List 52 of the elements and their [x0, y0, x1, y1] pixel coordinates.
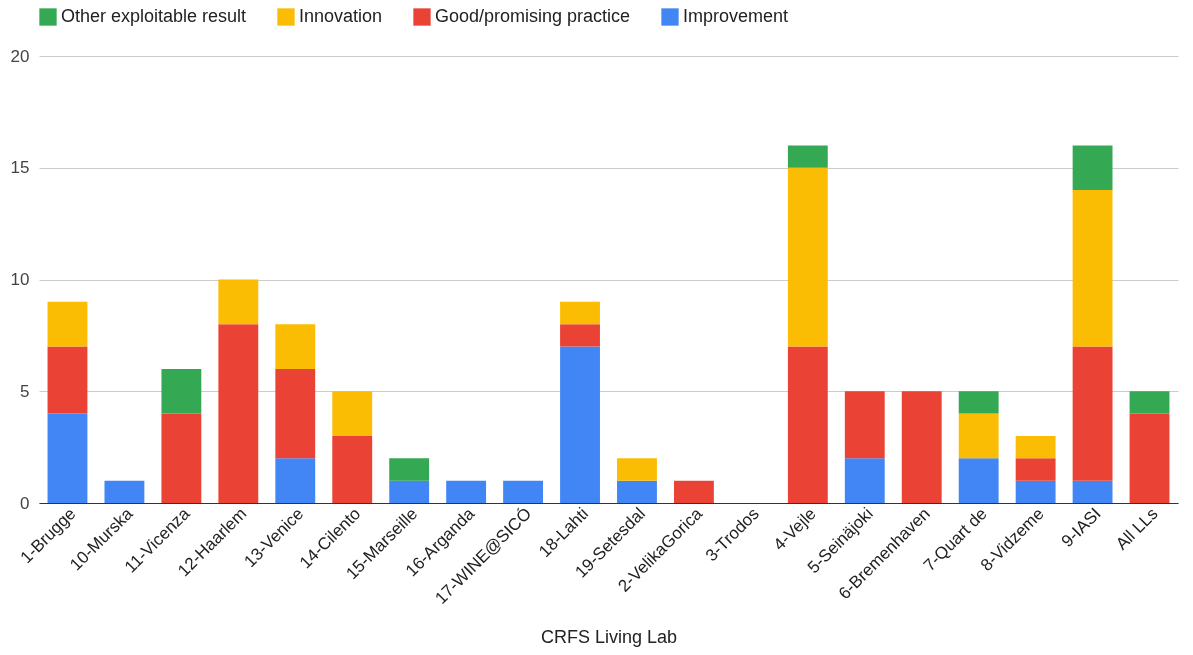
bar [560, 324, 600, 347]
bar [47, 301, 88, 347]
bar [275, 324, 316, 369]
bar [1072, 480, 1113, 503]
y-tick-label: 10 [10, 270, 30, 289]
x-tick-label: All LLs [1112, 504, 1162, 554]
bar [218, 324, 259, 503]
bar [1072, 346, 1113, 481]
bar [332, 435, 373, 503]
legend-label: Good/promising practice [435, 6, 631, 26]
y-tick-label: 0 [20, 493, 30, 513]
bar [161, 413, 202, 503]
y-tick-label: 5 [20, 381, 30, 401]
bar [47, 346, 88, 414]
bar [1129, 391, 1170, 414]
y-tick-label: 15 [10, 158, 30, 178]
legend-label: Innovation [299, 6, 383, 26]
bar [787, 145, 828, 168]
bar [958, 458, 999, 503]
bar [787, 346, 828, 503]
bar [503, 480, 544, 503]
bar [844, 458, 885, 503]
bar [844, 391, 885, 459]
bar [47, 413, 88, 503]
bar [673, 480, 714, 503]
bar [958, 413, 999, 459]
bar [446, 480, 487, 503]
bar [332, 391, 373, 436]
bar [560, 301, 600, 325]
bar [389, 480, 430, 503]
y-tick-label: 20 [10, 46, 30, 66]
bar [617, 458, 657, 481]
bar [104, 480, 145, 503]
bar [1015, 458, 1056, 481]
bar [787, 167, 828, 347]
legend-label: Improvement [683, 6, 789, 26]
bar [1072, 145, 1113, 191]
x-axis-title: CRFS Living Lab [540, 627, 678, 648]
bar [275, 458, 316, 503]
bar [617, 480, 657, 503]
bar [275, 368, 316, 459]
bar [958, 391, 999, 414]
bar [1015, 480, 1056, 503]
bar [1129, 413, 1170, 503]
bar [560, 346, 600, 503]
bar [218, 279, 259, 325]
bar [161, 368, 202, 414]
bar [1015, 435, 1056, 459]
bar [1072, 190, 1113, 347]
bar [389, 458, 430, 481]
bar [901, 391, 942, 503]
legend-label: Other exploitable result [61, 6, 247, 26]
